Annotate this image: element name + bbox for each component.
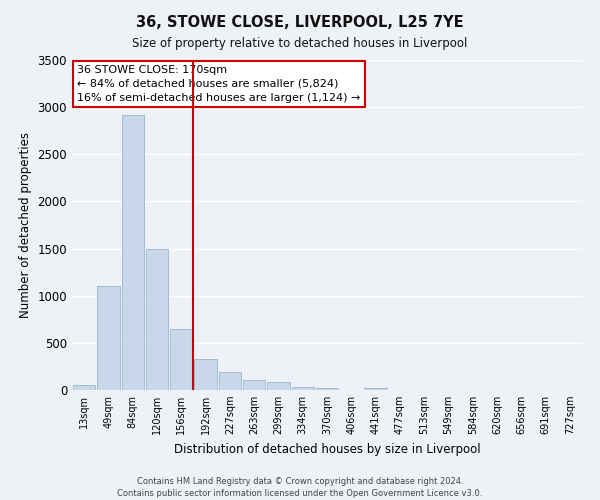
Bar — [73, 386, 95, 390]
X-axis label: Distribution of detached houses by size in Liverpool: Distribution of detached houses by size … — [173, 442, 481, 456]
Bar — [364, 388, 387, 390]
Text: 36, STOWE CLOSE, LIVERPOOL, L25 7YE: 36, STOWE CLOSE, LIVERPOOL, L25 7YE — [136, 15, 464, 30]
Bar — [243, 380, 265, 390]
Bar — [218, 372, 241, 390]
Text: Contains HM Land Registry data © Crown copyright and database right 2024.
Contai: Contains HM Land Registry data © Crown c… — [118, 476, 482, 498]
Bar — [292, 386, 314, 390]
Bar — [146, 248, 168, 390]
Bar — [316, 388, 338, 390]
Y-axis label: Number of detached properties: Number of detached properties — [19, 132, 32, 318]
Bar — [194, 359, 217, 390]
Bar — [267, 382, 290, 390]
Text: Size of property relative to detached houses in Liverpool: Size of property relative to detached ho… — [133, 38, 467, 51]
Bar — [122, 114, 144, 390]
Bar — [170, 328, 193, 390]
Bar — [97, 286, 119, 390]
Text: 36 STOWE CLOSE: 170sqm
← 84% of detached houses are smaller (5,824)
16% of semi-: 36 STOWE CLOSE: 170sqm ← 84% of detached… — [77, 65, 361, 103]
